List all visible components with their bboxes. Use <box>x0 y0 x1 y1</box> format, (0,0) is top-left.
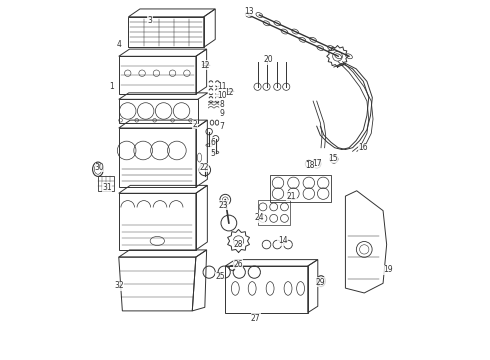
Text: 6: 6 <box>210 138 215 147</box>
Text: 29: 29 <box>316 278 325 287</box>
Text: 25: 25 <box>215 272 225 281</box>
Text: 24: 24 <box>254 213 264 222</box>
Text: 31: 31 <box>102 183 112 192</box>
Text: 30: 30 <box>95 163 105 172</box>
Text: 10: 10 <box>217 91 226 100</box>
Text: 22: 22 <box>199 163 209 172</box>
Text: 21: 21 <box>287 192 296 201</box>
Text: 28: 28 <box>233 240 243 249</box>
Text: 13: 13 <box>244 7 253 16</box>
Text: 4: 4 <box>116 40 121 49</box>
Text: 15: 15 <box>328 154 338 163</box>
Text: 8: 8 <box>220 100 224 109</box>
Text: 23: 23 <box>219 201 228 210</box>
Bar <box>98 176 114 191</box>
Text: 20: 20 <box>264 55 273 64</box>
Text: 19: 19 <box>384 265 393 274</box>
Text: 3: 3 <box>147 16 152 25</box>
Bar <box>258 201 290 225</box>
Text: 2: 2 <box>193 120 197 129</box>
Text: 5: 5 <box>210 149 215 158</box>
Text: 14: 14 <box>278 237 288 246</box>
Text: 27: 27 <box>251 314 261 323</box>
Text: 26: 26 <box>233 260 243 269</box>
Text: 7: 7 <box>219 122 224 131</box>
Text: 16: 16 <box>359 143 368 152</box>
Text: 12: 12 <box>200 61 210 70</box>
Text: 17: 17 <box>312 159 321 168</box>
Text: 11: 11 <box>217 82 226 91</box>
Text: 32: 32 <box>114 281 123 290</box>
Text: 1: 1 <box>109 82 114 91</box>
Text: 9: 9 <box>219 109 224 118</box>
Text: 12: 12 <box>224 87 234 96</box>
Text: 18: 18 <box>305 161 314 170</box>
Bar <box>270 175 331 202</box>
